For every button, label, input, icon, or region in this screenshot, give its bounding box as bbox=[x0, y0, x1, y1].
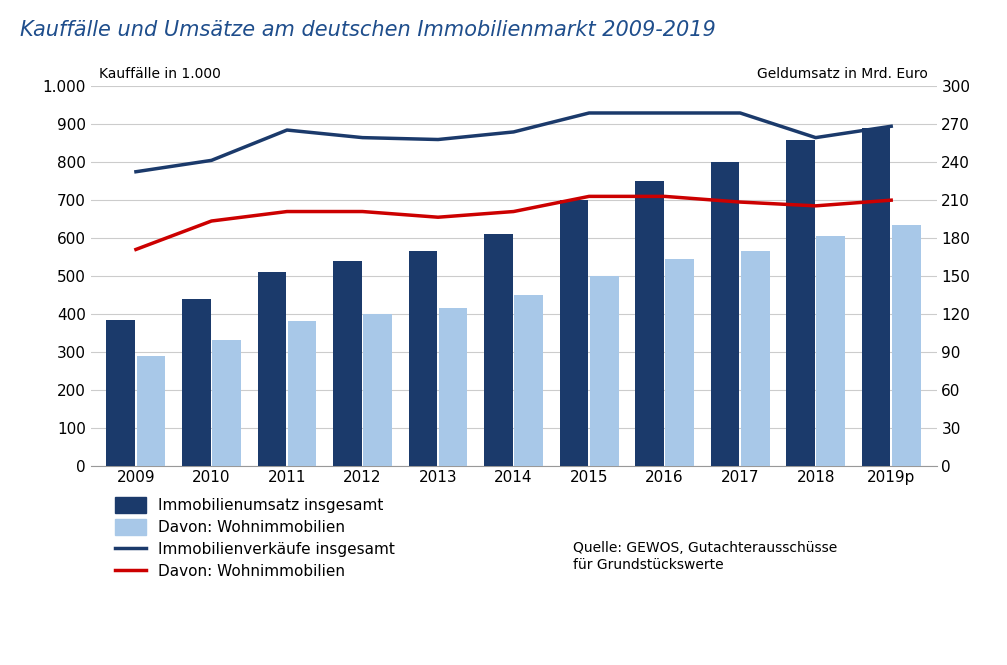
Text: Geldumsatz in Mrd. Euro: Geldumsatz in Mrd. Euro bbox=[757, 66, 928, 80]
Immobilienverkäufe insgesamt bbox=[885, 122, 897, 130]
Bar bbox=[182, 299, 210, 465]
Text: Kauffälle in 1.000: Kauffälle in 1.000 bbox=[99, 66, 221, 80]
Bar bbox=[409, 251, 437, 466]
Immobilienverkäufe insgesamt bbox=[583, 109, 595, 117]
Bar bbox=[560, 200, 588, 466]
Bar bbox=[258, 272, 286, 465]
Bar bbox=[635, 181, 664, 466]
Davon: Wohnimmobilien: (7, 710): Wohnimmobilien: (7, 710) bbox=[659, 192, 671, 200]
Immobilienverkäufe insgesamt bbox=[734, 109, 746, 117]
Davon: Wohnimmobilien: (6, 710): Wohnimmobilien: (6, 710) bbox=[583, 192, 595, 200]
Davon: Wohnimmobilien: (5, 670): Wohnimmobilien: (5, 670) bbox=[508, 207, 520, 215]
Bar bbox=[666, 259, 694, 466]
Davon: Wohnimmobilien: (0, 570): Wohnimmobilien: (0, 570) bbox=[130, 245, 142, 253]
Bar bbox=[892, 225, 920, 466]
Bar bbox=[741, 251, 769, 466]
Bar bbox=[107, 320, 135, 466]
Immobilienverkäufe insgesamt bbox=[130, 168, 142, 176]
Immobilienverkäufe insgesamt bbox=[281, 126, 293, 134]
Bar bbox=[288, 321, 316, 466]
Bar bbox=[137, 356, 165, 466]
Immobilienverkäufe insgesamt bbox=[508, 128, 520, 136]
Davon: Wohnimmobilien: (2, 670): Wohnimmobilien: (2, 670) bbox=[281, 207, 293, 215]
Davon: Wohnimmobilien: (3, 670): Wohnimmobilien: (3, 670) bbox=[356, 207, 369, 215]
Text: Kauffälle und Umsätze am deutschen Immobilienmarkt 2009-2019: Kauffälle und Umsätze am deutschen Immob… bbox=[20, 20, 716, 40]
Line: Davon: Wohnimmobilien: Davon: Wohnimmobilien bbox=[136, 196, 891, 249]
Davon: Wohnimmobilien: (1, 645): Wohnimmobilien: (1, 645) bbox=[205, 217, 218, 225]
Bar bbox=[711, 162, 739, 465]
Text: Quelle: GEWOS, Gutachterausschüsse
für Grundstückswerte: Quelle: GEWOS, Gutachterausschüsse für G… bbox=[573, 541, 837, 571]
Bar bbox=[862, 128, 890, 465]
Bar bbox=[786, 140, 815, 466]
Immobilienverkäufe insgesamt bbox=[356, 134, 369, 142]
Immobilienverkäufe insgesamt bbox=[659, 109, 671, 117]
Bar bbox=[333, 261, 362, 466]
Bar bbox=[484, 234, 513, 466]
Immobilienverkäufe insgesamt bbox=[432, 136, 444, 144]
Davon: Wohnimmobilien: (9, 685): Wohnimmobilien: (9, 685) bbox=[810, 202, 822, 210]
Bar bbox=[364, 314, 392, 466]
Davon: Wohnimmobilien: (10, 700): Wohnimmobilien: (10, 700) bbox=[885, 196, 897, 204]
Davon: Wohnimmobilien: (4, 655): Wohnimmobilien: (4, 655) bbox=[432, 213, 444, 221]
Davon: Wohnimmobilien: (8, 695): Wohnimmobilien: (8, 695) bbox=[734, 198, 746, 206]
Bar bbox=[439, 308, 467, 466]
Line: Immobilienverkäufe insgesamt: Immobilienverkäufe insgesamt bbox=[136, 113, 891, 172]
Bar bbox=[212, 340, 241, 466]
Bar bbox=[817, 236, 845, 466]
Legend: Immobilienumsatz insgesamt, Davon: Wohnimmobilien, Immobilienverkäufe insgesamt,: Immobilienumsatz insgesamt, Davon: Wohni… bbox=[115, 497, 395, 579]
Immobilienverkäufe insgesamt bbox=[810, 134, 822, 142]
Immobilienverkäufe insgesamt bbox=[205, 156, 218, 164]
Bar bbox=[590, 276, 618, 465]
Bar bbox=[515, 295, 543, 466]
